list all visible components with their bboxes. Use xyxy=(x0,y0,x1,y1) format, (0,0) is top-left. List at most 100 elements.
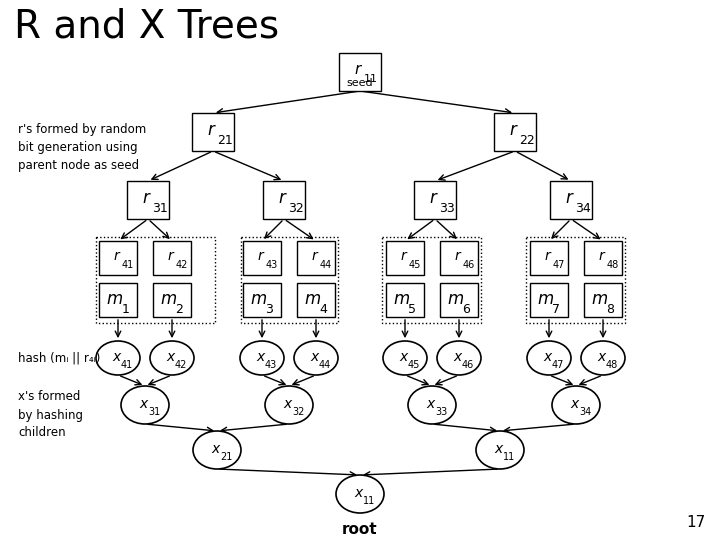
Text: x: x xyxy=(283,397,291,411)
Text: 47: 47 xyxy=(552,360,564,370)
Ellipse shape xyxy=(437,341,481,375)
Text: r: r xyxy=(510,121,516,139)
Text: 48: 48 xyxy=(606,260,618,270)
Text: 31: 31 xyxy=(148,407,161,417)
Ellipse shape xyxy=(96,341,140,375)
Text: x: x xyxy=(354,486,362,500)
Bar xyxy=(96,237,215,323)
Bar xyxy=(127,181,169,219)
Bar xyxy=(339,53,381,91)
Text: 31: 31 xyxy=(152,202,168,215)
Text: x: x xyxy=(426,397,434,411)
Ellipse shape xyxy=(150,341,194,375)
Text: m: m xyxy=(394,290,410,308)
Text: r: r xyxy=(566,189,572,207)
Text: 45: 45 xyxy=(408,260,420,270)
Text: 22: 22 xyxy=(519,134,534,147)
Text: seed: seed xyxy=(347,78,373,87)
Text: 21: 21 xyxy=(220,452,233,462)
Text: x: x xyxy=(166,350,174,364)
Bar xyxy=(440,241,478,275)
Text: r: r xyxy=(113,249,119,263)
Text: 46: 46 xyxy=(462,260,474,270)
Text: x: x xyxy=(453,350,461,364)
Text: 6: 6 xyxy=(462,302,470,316)
Ellipse shape xyxy=(294,341,338,375)
Text: 5: 5 xyxy=(408,302,416,316)
Text: 47: 47 xyxy=(552,260,564,270)
Text: 11: 11 xyxy=(503,452,516,462)
Text: 33: 33 xyxy=(435,407,447,417)
Bar xyxy=(584,283,622,317)
Bar xyxy=(550,181,592,219)
Ellipse shape xyxy=(383,341,427,375)
Text: 41: 41 xyxy=(121,260,133,270)
Text: 45: 45 xyxy=(408,360,420,370)
Text: x's formed
by hashing
children: x's formed by hashing children xyxy=(18,390,83,440)
Text: x: x xyxy=(211,442,219,456)
Text: 46: 46 xyxy=(462,360,474,370)
Text: 32: 32 xyxy=(288,202,304,215)
Text: 1: 1 xyxy=(121,302,129,316)
Text: 32: 32 xyxy=(292,407,305,417)
Bar xyxy=(386,283,424,317)
Ellipse shape xyxy=(336,475,384,513)
Text: 11: 11 xyxy=(364,74,377,84)
Bar xyxy=(584,241,622,275)
Ellipse shape xyxy=(193,431,241,469)
Text: m: m xyxy=(161,290,177,308)
Text: 34: 34 xyxy=(575,202,590,215)
Bar xyxy=(153,283,191,317)
Bar xyxy=(99,283,137,317)
Text: 4: 4 xyxy=(319,302,327,316)
Text: x: x xyxy=(399,350,407,364)
Text: 48: 48 xyxy=(606,360,618,370)
Text: x: x xyxy=(256,350,264,364)
Text: 33: 33 xyxy=(439,202,454,215)
Text: r: r xyxy=(167,249,173,263)
Text: r: r xyxy=(279,189,285,207)
Bar xyxy=(526,237,625,323)
Bar xyxy=(192,113,234,151)
Text: 3: 3 xyxy=(265,302,273,316)
Text: r: r xyxy=(257,249,263,263)
Bar xyxy=(386,241,424,275)
Bar xyxy=(494,113,536,151)
Text: 42: 42 xyxy=(175,360,187,370)
Text: 43: 43 xyxy=(265,360,277,370)
Ellipse shape xyxy=(265,386,313,424)
Ellipse shape xyxy=(527,341,571,375)
Text: r: r xyxy=(400,249,406,263)
Ellipse shape xyxy=(121,386,169,424)
Text: 8: 8 xyxy=(606,302,614,316)
Bar xyxy=(243,283,281,317)
Text: x: x xyxy=(543,350,551,364)
Text: x: x xyxy=(570,397,578,411)
Text: r: r xyxy=(598,249,604,263)
Text: m: m xyxy=(448,290,464,308)
Text: x: x xyxy=(310,350,318,364)
Bar xyxy=(243,241,281,275)
Text: x: x xyxy=(112,350,120,364)
Text: 21: 21 xyxy=(217,134,233,147)
Text: r: r xyxy=(311,249,317,263)
Text: r: r xyxy=(355,63,361,78)
Text: 43: 43 xyxy=(265,260,277,270)
Ellipse shape xyxy=(581,341,625,375)
Ellipse shape xyxy=(408,386,456,424)
Bar xyxy=(99,241,137,275)
Text: x: x xyxy=(494,442,502,456)
Text: r: r xyxy=(454,249,460,263)
Text: m: m xyxy=(305,290,321,308)
Text: m: m xyxy=(107,290,123,308)
Text: x: x xyxy=(597,350,605,364)
Bar xyxy=(263,181,305,219)
Ellipse shape xyxy=(552,386,600,424)
Text: 2: 2 xyxy=(175,302,183,316)
Ellipse shape xyxy=(240,341,284,375)
Text: 44: 44 xyxy=(319,260,331,270)
Text: m: m xyxy=(251,290,267,308)
Text: 7: 7 xyxy=(552,302,560,316)
Bar xyxy=(382,237,481,323)
Bar xyxy=(297,241,335,275)
